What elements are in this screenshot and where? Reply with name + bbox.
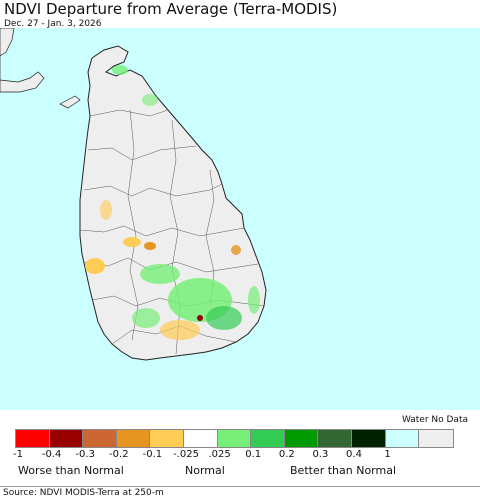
ndvi-patches	[85, 65, 260, 340]
source-footer: Source: NDVI MODIS-Terra at 250-m	[0, 486, 480, 502]
legend-tick-label: -0.4	[41, 449, 62, 460]
legend-swatch	[351, 430, 386, 447]
legend-swatch	[217, 430, 252, 447]
legend-swatch	[318, 430, 352, 447]
map-canvas	[0, 28, 480, 410]
sri-lanka-landmass	[79, 45, 267, 361]
india-landmass	[0, 28, 45, 93]
legend-tick-label: 0.2	[278, 449, 295, 460]
legend-swatch	[385, 430, 420, 447]
legend-tick-label: -1	[13, 449, 23, 460]
legend-swatch	[83, 430, 117, 447]
legend-tick-label: -0.1	[142, 449, 163, 460]
legend-tick-label: -.025	[173, 449, 199, 460]
legend-swatch	[116, 430, 151, 447]
legend-tick-label: 0.1	[245, 449, 262, 460]
legend-swatch	[49, 430, 84, 447]
legend-tick-label: .025	[208, 449, 231, 460]
legend-color-bar	[15, 429, 454, 448]
legend: Water No Data -1 -0.4 -0.3 -0.2 -0.1 -.025 .02…	[0, 412, 480, 482]
legend-swatch	[251, 430, 285, 447]
legend-swatch	[183, 430, 218, 447]
legend-normal-label: Normal	[185, 464, 225, 477]
legend-tick-label: 0.4	[346, 449, 362, 460]
legend-tick-label: 0.3	[312, 449, 329, 460]
legend-tick-label: -0.3	[75, 449, 95, 460]
legend-swatch	[419, 430, 453, 447]
mannar-island	[59, 95, 81, 109]
legend-worse-label: Worse than Normal	[18, 464, 124, 477]
legend-better-label: Better than Normal	[290, 464, 397, 477]
map-title: NDVI Departure from Average (Terra-MODIS…	[4, 0, 338, 18]
legend-tick-label: 1	[384, 449, 391, 460]
map-date-range: Dec. 27 - Jan. 3, 2026	[4, 19, 102, 29]
legend-tick-label: -0.2	[109, 449, 129, 460]
legend-swatch	[284, 430, 319, 447]
legend-swatch	[150, 430, 184, 447]
legend-water-no-data-label: Water No Data	[401, 415, 468, 425]
legend-swatch	[16, 430, 50, 447]
